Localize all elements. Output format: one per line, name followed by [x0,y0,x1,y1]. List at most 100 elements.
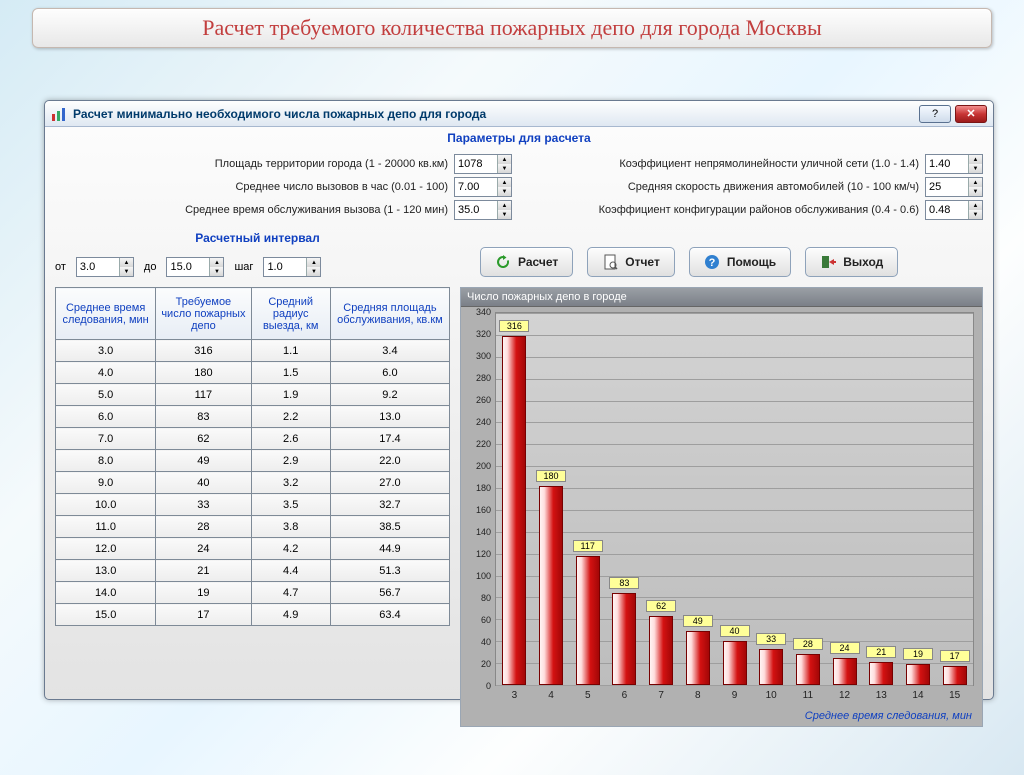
chart-bar-label: 21 [866,646,896,658]
table-cell: 32.7 [330,494,449,516]
interval-step-input[interactable] [264,258,306,276]
table-cell: 3.4 [330,340,449,362]
table-cell: 17 [156,604,251,626]
spin-up-icon[interactable]: ▲ [497,201,511,210]
interval-from-input[interactable] [77,258,119,276]
table-row: 10.0333.532.7 [56,494,450,516]
chart-bar-label: 24 [830,642,860,654]
spin-down-icon[interactable]: ▼ [209,267,223,276]
table-cell: 8.0 [56,450,156,472]
report-button[interactable]: Отчет [587,247,675,277]
table-cell: 44.9 [330,538,449,560]
param-left-1[interactable]: ▲▼ [454,177,512,197]
chart-bar-label: 180 [536,470,566,482]
chart-bar [723,641,747,685]
interval-step[interactable]: ▲▼ [263,257,321,277]
param-left-0-input[interactable] [455,155,497,173]
chart-gridline [496,379,973,380]
table-row: 6.0832.213.0 [56,406,450,428]
spin-down-icon[interactable]: ▼ [497,187,511,196]
table-cell: 12.0 [56,538,156,560]
table-row: 13.0214.451.3 [56,560,450,582]
table-cell: 9.0 [56,472,156,494]
table-cell: 4.0 [56,362,156,384]
chart-bar-label: 117 [573,540,603,552]
param-right-0[interactable]: ▲▼ [925,154,983,174]
table-cell: 2.9 [251,450,330,472]
table-cell: 51.3 [330,560,449,582]
interval-to[interactable]: ▲▼ [166,257,224,277]
y-tick: 200 [476,461,491,471]
param-left-0[interactable]: ▲▼ [454,154,512,174]
app-window: Расчет минимально необходимого числа пож… [44,100,994,700]
table-cell: 33 [156,494,251,516]
app-icon [51,106,67,122]
param-left-2-input[interactable] [455,201,497,219]
spin-down-icon[interactable]: ▼ [968,164,982,173]
window-titlebar: Расчет минимально необходимого числа пож… [45,101,993,127]
exit-button[interactable]: Выход [805,247,898,277]
chart-bar [869,662,893,685]
param-right-2-input[interactable] [926,201,968,219]
y-tick: 40 [481,637,491,647]
help-button[interactable]: ? [919,105,951,123]
y-tick: 320 [476,329,491,339]
y-tick: 160 [476,505,491,515]
x-tick: 7 [658,690,664,701]
spin-down-icon[interactable]: ▼ [968,187,982,196]
spin-up-icon[interactable]: ▲ [968,178,982,187]
param-left-2[interactable]: ▲▼ [454,200,512,220]
chart-panel: Число пожарных депо в городе 02040608010… [460,287,983,727]
spin-up-icon[interactable]: ▲ [497,178,511,187]
table-row: 11.0283.838.5 [56,516,450,538]
chart-gridline [496,422,973,423]
chart-gridline [496,401,973,402]
x-tick: 13 [876,690,887,701]
table-row: 14.0194.756.7 [56,582,450,604]
table-cell: 14.0 [56,582,156,604]
spin-up-icon[interactable]: ▲ [209,258,223,267]
x-tick: 8 [695,690,701,701]
table-cell: 5.0 [56,384,156,406]
table-cell: 38.5 [330,516,449,538]
param-label: Среднее время обслуживания вызова (1 - 1… [185,204,448,216]
spin-down-icon[interactable]: ▼ [306,267,320,276]
calc-button[interactable]: Расчет [480,247,573,277]
spin-up-icon[interactable]: ▲ [497,155,511,164]
spin-down-icon[interactable]: ▼ [119,267,133,276]
table-cell: 4.9 [251,604,330,626]
table-cell: 6.0 [330,362,449,384]
param-right-0-input[interactable] [926,155,968,173]
chart-gridline [496,597,973,598]
interval-from[interactable]: ▲▼ [76,257,134,277]
table-cell: 28 [156,516,251,538]
param-right-1-input[interactable] [926,178,968,196]
y-tick: 0 [486,681,491,691]
table-cell: 1.5 [251,362,330,384]
close-button[interactable]: ✕ [955,105,987,123]
help-button-main[interactable]: ? Помощь [689,247,791,277]
param-left-1-input[interactable] [455,178,497,196]
spin-up-icon[interactable]: ▲ [119,258,133,267]
chart-x-label: Среднее время следования, мин [805,710,972,722]
chart-gridline [496,335,973,336]
param-right-1[interactable]: ▲▼ [925,177,983,197]
spin-down-icon[interactable]: ▼ [968,210,982,219]
chart-bar [759,649,783,685]
table-cell: 117 [156,384,251,406]
table-cell: 2.6 [251,428,330,450]
y-tick: 220 [476,439,491,449]
spin-up-icon[interactable]: ▲ [968,155,982,164]
table-cell: 15.0 [56,604,156,626]
spin-up-icon[interactable]: ▲ [306,258,320,267]
table-cell: 4.7 [251,582,330,604]
spin-down-icon[interactable]: ▼ [497,164,511,173]
x-tick: 9 [732,690,738,701]
spin-up-icon[interactable]: ▲ [968,201,982,210]
chart-bar [539,486,563,685]
interval-to-input[interactable] [167,258,209,276]
spin-down-icon[interactable]: ▼ [497,210,511,219]
param-right-2[interactable]: ▲▼ [925,200,983,220]
table-row: 3.03161.13.4 [56,340,450,362]
param-label: Площадь территории города (1 - 20000 кв.… [215,158,448,170]
